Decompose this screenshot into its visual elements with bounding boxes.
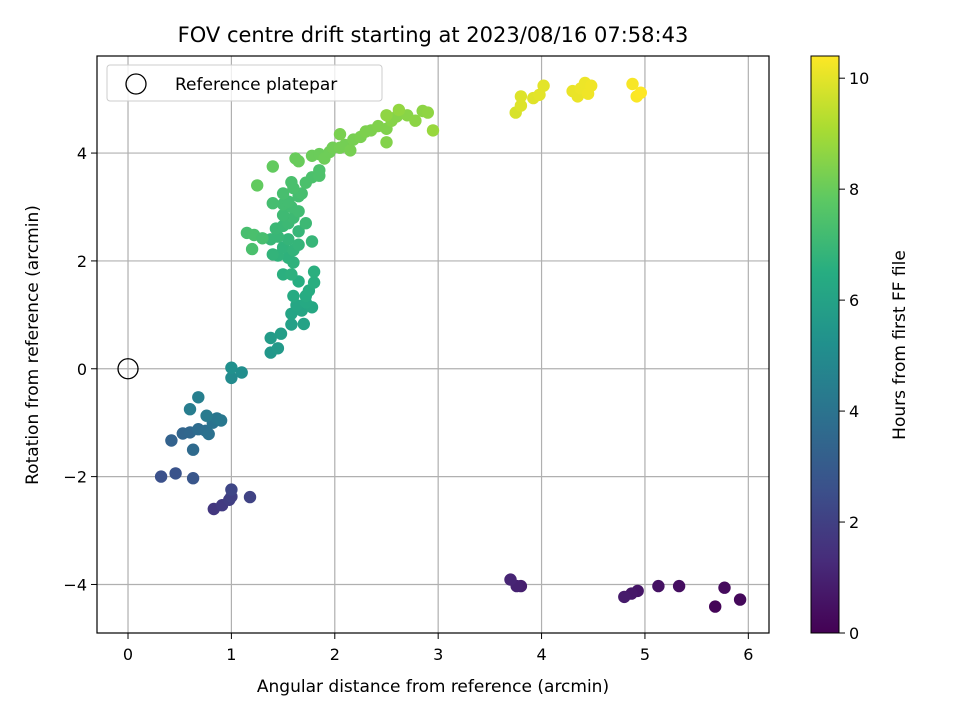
- y-tick-label: 4: [77, 144, 87, 163]
- y-tick-label: −4: [63, 575, 87, 594]
- data-point: [380, 109, 393, 122]
- data-point: [256, 232, 269, 245]
- data-point: [344, 144, 357, 157]
- plot-frame: [96, 55, 770, 634]
- data-point: [307, 265, 321, 278]
- data-point: [200, 409, 213, 422]
- data-points: [154, 76, 747, 613]
- colorbar: 0 2 4 6 8 10 Hours from first FF file: [810, 55, 910, 643]
- data-point: [652, 579, 665, 593]
- data-point: [718, 581, 731, 594]
- y-tick-label: −2: [63, 468, 87, 487]
- reference-point-marker: [117, 358, 139, 380]
- x-tick-label: 1: [226, 645, 236, 664]
- data-point: [305, 235, 319, 248]
- legend-label: Reference platepar: [175, 75, 337, 95]
- data-point: [186, 443, 200, 456]
- chart-title: FOV centre drift starting at 2023/08/16 …: [178, 23, 689, 47]
- colorbar-tick-label: 0: [849, 624, 859, 643]
- data-point: [585, 79, 598, 92]
- y-tick-label: 2: [77, 252, 87, 271]
- data-point: [289, 152, 302, 165]
- legend: Reference platepar: [106, 64, 383, 102]
- data-point: [202, 427, 215, 441]
- data-point: [709, 600, 722, 613]
- data-point: [292, 238, 305, 251]
- colorbar-tick-label: 2: [849, 513, 859, 532]
- data-point: [672, 579, 686, 593]
- data-point: [225, 361, 238, 374]
- data-point: [292, 225, 305, 238]
- data-point: [169, 467, 182, 480]
- data-point: [421, 106, 434, 119]
- data-point: [245, 242, 259, 256]
- data-point: [307, 276, 321, 289]
- data-point: [426, 124, 440, 137]
- data-point: [287, 289, 300, 303]
- data-point: [537, 79, 550, 92]
- data-point: [271, 342, 285, 355]
- data-point: [333, 128, 347, 141]
- data-point: [225, 371, 238, 385]
- data-point: [266, 160, 279, 173]
- data-point: [165, 434, 178, 447]
- x-tick-label: 2: [330, 645, 340, 664]
- data-point: [514, 90, 528, 103]
- data-point: [285, 318, 298, 331]
- data-point: [276, 208, 290, 222]
- data-point: [235, 366, 248, 379]
- data-point: [192, 391, 205, 404]
- colorbar-tick-label: 6: [849, 291, 859, 310]
- data-point: [251, 179, 264, 192]
- data-point: [409, 114, 422, 127]
- x-axis-ticks: 0 1 2 3 4 5 6: [123, 633, 753, 664]
- y-tick-label: 0: [77, 360, 87, 379]
- data-point: [154, 470, 168, 483]
- data-point: [282, 233, 295, 246]
- data-point: [313, 164, 326, 177]
- data-point: [276, 187, 290, 200]
- data-point: [634, 86, 647, 99]
- y-axis-label: Rotation from reference (arcmin): [23, 205, 43, 485]
- data-point: [618, 590, 631, 604]
- data-point: [243, 490, 257, 504]
- data-point: [380, 136, 393, 149]
- x-tick-label: 6: [743, 645, 753, 664]
- data-point: [264, 331, 277, 345]
- grid-lines: [97, 56, 769, 633]
- data-point: [514, 99, 528, 112]
- data-point: [274, 327, 288, 340]
- data-point: [626, 77, 639, 91]
- data-point: [504, 573, 517, 586]
- data-point: [733, 593, 747, 606]
- colorbar-tick-label: 10: [849, 69, 869, 88]
- legend-reference-marker: [125, 73, 147, 95]
- x-axis-label: Angular distance from reference (arcmin): [257, 677, 609, 697]
- colorbar-gradient: [810, 55, 840, 634]
- data-point: [285, 268, 298, 281]
- colorbar-tick-label: 4: [849, 402, 859, 421]
- x-tick-label: 4: [536, 645, 546, 664]
- data-point: [297, 317, 310, 331]
- x-tick-label: 0: [123, 645, 133, 664]
- data-point: [266, 197, 279, 210]
- data-point: [285, 176, 298, 189]
- y-axis-ticks: −4 −2 0 2 4: [63, 144, 97, 594]
- data-point: [299, 217, 312, 230]
- data-point: [183, 403, 197, 416]
- data-point: [392, 103, 406, 117]
- data-point: [186, 472, 200, 485]
- reference-marker: [117, 358, 139, 380]
- data-point: [214, 414, 228, 427]
- data-point: [225, 483, 238, 496]
- data-point: [266, 248, 279, 261]
- colorbar-ticks: 0 2 4 6 8 10: [839, 69, 869, 643]
- colorbar-tick-label: 8: [849, 180, 859, 199]
- colorbar-label: Hours from first FF file: [890, 250, 910, 440]
- x-tick-label: 3: [433, 645, 443, 664]
- x-tick-label: 5: [640, 645, 650, 664]
- legend-box: [106, 64, 383, 102]
